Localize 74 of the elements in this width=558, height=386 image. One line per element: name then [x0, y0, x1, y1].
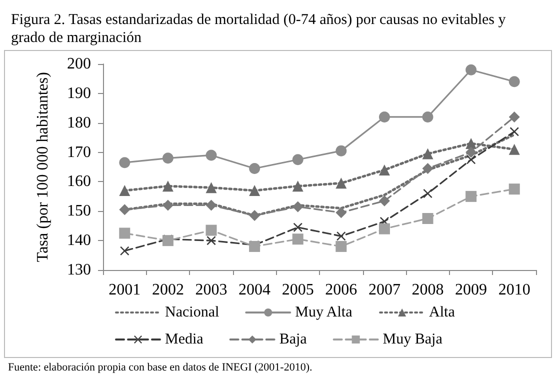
point: [249, 185, 260, 196]
point: [119, 157, 130, 168]
legend-label: Muy Alta: [295, 304, 353, 320]
point: [206, 182, 217, 194]
point: [162, 200, 174, 211]
point: [249, 240, 260, 252]
point: [422, 111, 434, 122]
point: [292, 234, 304, 245]
point: [249, 162, 260, 174]
point: [378, 111, 390, 122]
x-tick-label: 2008: [412, 282, 444, 298]
x-tick-label: 2009: [455, 282, 488, 298]
point: [336, 232, 346, 241]
point: [508, 184, 520, 195]
point: [466, 190, 477, 202]
point: [206, 150, 217, 161]
x-tick-label: 2003: [195, 282, 228, 298]
point: [508, 76, 520, 88]
legend-label: Muy Baja: [382, 332, 443, 348]
point: [378, 164, 390, 176]
legend-label: Nacional: [165, 304, 220, 320]
point: [336, 145, 347, 156]
point: [378, 195, 390, 206]
x-tick-label: 2004: [238, 282, 271, 298]
x-tick-label: 2007: [368, 282, 400, 298]
point: [292, 201, 304, 212]
point: [422, 162, 434, 174]
point: [119, 204, 130, 216]
y-tick-label: 130: [67, 262, 91, 278]
point: [510, 127, 519, 136]
point: [206, 200, 217, 211]
point: [162, 152, 174, 164]
point: [292, 154, 304, 166]
y-tick-label: 180: [67, 114, 91, 132]
legend-label: Alta: [429, 304, 456, 320]
point: [206, 236, 216, 246]
x-tick-label: 2001: [108, 282, 141, 298]
point: [378, 223, 390, 234]
point: [466, 155, 476, 164]
y-tick-label: 140: [67, 232, 91, 250]
point: [293, 222, 302, 232]
point: [119, 228, 130, 239]
y-tick-label: 200: [67, 56, 91, 72]
y-tick-label: 170: [67, 144, 91, 161]
y-axis-title: Tasa (por 100 000 habitantes): [34, 72, 52, 262]
legend-label: Media: [165, 332, 204, 348]
point: [206, 224, 217, 236]
point: [336, 207, 347, 218]
point: [508, 111, 520, 122]
y-tick-label: 160: [67, 173, 91, 190]
x-tick-label: 2010: [498, 282, 530, 298]
x-tick-label: 2005: [282, 282, 314, 298]
point: [466, 64, 477, 76]
point: [422, 148, 434, 160]
point: [422, 213, 434, 224]
y-tick-label: 150: [67, 202, 91, 220]
point: [336, 240, 347, 252]
point: [292, 180, 304, 192]
point: [336, 178, 347, 189]
point: [466, 146, 477, 158]
x-tick-label: 2002: [152, 282, 184, 298]
point: [162, 180, 174, 192]
point: [508, 144, 520, 155]
y-tick-label: 190: [67, 84, 91, 102]
source-note: Fuente: elaboración propia con base en datos de INEGI (2001-2010).: [8, 362, 312, 374]
point: [120, 246, 130, 256]
x-tick-label: 2006: [325, 282, 358, 298]
point: [162, 235, 174, 246]
point: [119, 185, 130, 196]
point: [423, 188, 432, 198]
legend-label: Baja: [279, 332, 308, 348]
point: [466, 138, 477, 149]
point: [249, 210, 260, 222]
chart-title: Figura 2. Tasas estandarizadas de mortalidad (0-74 años) por causas no evitables y grado de marginación: [11, 12, 510, 46]
